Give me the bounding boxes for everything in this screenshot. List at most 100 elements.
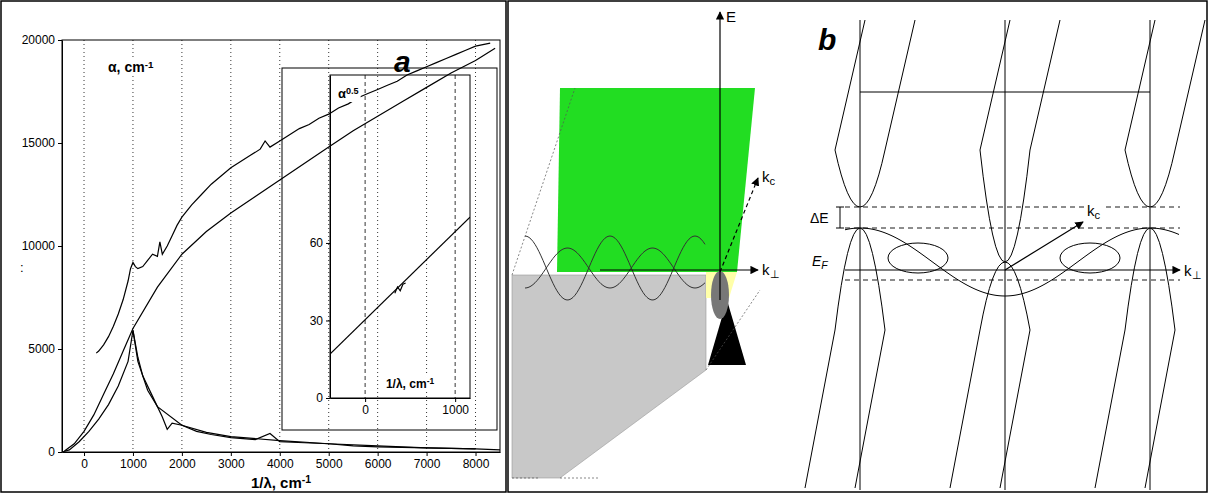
plane-grey xyxy=(512,275,706,478)
axis-title-x-base: 1/λ, cm xyxy=(251,474,302,491)
grid-line xyxy=(230,40,231,452)
axis-title-y-base: α, cm xyxy=(108,59,145,75)
axis-title-y-sup: 0.5 xyxy=(346,86,359,96)
band-kc-upper xyxy=(1125,20,1155,150)
tick: 10000 xyxy=(22,239,62,253)
grid-line xyxy=(365,75,366,398)
tick-label: 8000 xyxy=(463,457,490,471)
tick: 60 xyxy=(310,236,330,250)
tick-label: 7000 xyxy=(414,457,441,471)
box-edge xyxy=(706,290,760,370)
tick: 4000 xyxy=(267,452,294,471)
plot-data xyxy=(330,217,470,354)
panel-frame xyxy=(1,1,506,492)
band-lower xyxy=(1125,228,1175,330)
fermi-pocket xyxy=(1060,243,1120,273)
tick-mark xyxy=(427,452,428,456)
series-line xyxy=(395,283,406,293)
axis-y: 03060 xyxy=(310,76,331,406)
grid-line xyxy=(132,40,133,452)
axis-label: kc xyxy=(762,168,776,187)
tick-label: 1000 xyxy=(120,457,147,471)
band-kc-upper xyxy=(980,20,1010,150)
tick-label: 6000 xyxy=(365,457,392,471)
band-diagram: bEkck⊥ΔEEFkck⊥ xyxy=(512,8,1205,490)
fermi-pocket xyxy=(888,243,948,273)
tick: 6000 xyxy=(365,452,392,471)
diagram-art xyxy=(512,12,1205,490)
tick-mark xyxy=(58,452,62,453)
tick-mark xyxy=(455,398,456,402)
plot-data xyxy=(62,43,500,452)
tick-label: 5000 xyxy=(316,457,343,471)
axis-label: E xyxy=(726,8,736,25)
axis-title-y: α0.5 xyxy=(338,86,359,101)
label-patch xyxy=(106,58,156,76)
tick: 5000 xyxy=(316,452,343,471)
level-dashed xyxy=(845,280,1180,281)
tick-label: 4000 xyxy=(267,457,294,471)
tick: 20000 xyxy=(22,33,62,47)
axis-title-x: 1/λ, cm-1 xyxy=(251,473,311,491)
tick-mark xyxy=(329,452,330,456)
panel-label: b xyxy=(818,23,836,56)
gap-label: ΔE xyxy=(810,210,829,226)
band-kc-upper xyxy=(885,20,915,150)
panel-frame xyxy=(508,1,1207,492)
series-line xyxy=(64,48,495,451)
grid-line xyxy=(279,40,280,452)
series-line xyxy=(62,330,500,452)
gap-bracket-end xyxy=(836,207,844,208)
axis-k-perp xyxy=(845,269,1180,270)
tick-label: 1000 xyxy=(442,403,469,417)
tick-label: 15000 xyxy=(22,136,56,150)
tick-label: 0 xyxy=(48,445,55,459)
axis-line xyxy=(331,398,471,399)
axis-label: k⊥ xyxy=(762,261,780,280)
tick: 3000 xyxy=(218,452,245,471)
tick-mark xyxy=(58,246,62,247)
tick-mark xyxy=(58,349,62,350)
tick-label: 0 xyxy=(362,403,369,417)
tick-mark xyxy=(84,452,85,456)
band-upper xyxy=(980,150,1030,262)
series-line xyxy=(330,217,470,354)
figure: 0100020003000400050006000700080000500010… xyxy=(0,0,1209,494)
tick-label: 10000 xyxy=(22,239,56,253)
axis-k-perp xyxy=(600,269,758,270)
band-kc-lower xyxy=(855,330,885,488)
axis-label: k⊥ xyxy=(1184,262,1202,281)
tick: 0 xyxy=(81,452,88,471)
tick: 1000 xyxy=(120,452,147,471)
band-kc-lower xyxy=(805,330,835,488)
axis-line xyxy=(330,76,331,399)
tick-label: 0 xyxy=(81,457,88,471)
tick: 2000 xyxy=(169,452,196,471)
band-lower xyxy=(835,228,885,330)
level-dashed xyxy=(845,228,1180,229)
grid-line xyxy=(455,75,456,398)
wave xyxy=(525,248,705,288)
axis-x: 0 1000 xyxy=(331,398,471,417)
band-kc-upper xyxy=(1030,20,1060,150)
tick-mark xyxy=(476,452,477,456)
label-patch xyxy=(384,375,436,392)
tick-label: 5000 xyxy=(28,342,55,356)
axis-label-sub: ⊥ xyxy=(770,268,780,280)
band-kc-lower xyxy=(1145,330,1175,488)
chart: 0100020003000400050006000700080000500010… xyxy=(20,33,501,491)
band-lower xyxy=(980,262,1030,330)
plot-frame xyxy=(330,75,470,398)
axis-title-x: 1/λ, cm-1 xyxy=(386,376,434,391)
zone-line xyxy=(860,20,861,490)
label-patch xyxy=(1085,201,1103,222)
tick: 15000 xyxy=(22,136,62,150)
level-dashed xyxy=(845,207,1180,208)
gap-bracket xyxy=(840,207,841,228)
tick: 0 xyxy=(316,391,330,405)
tick-label: 0 xyxy=(316,391,323,405)
fermi-label: EF xyxy=(812,253,828,271)
tick-mark xyxy=(326,243,330,244)
panel-label: a xyxy=(394,45,411,78)
grid-line xyxy=(377,40,378,452)
